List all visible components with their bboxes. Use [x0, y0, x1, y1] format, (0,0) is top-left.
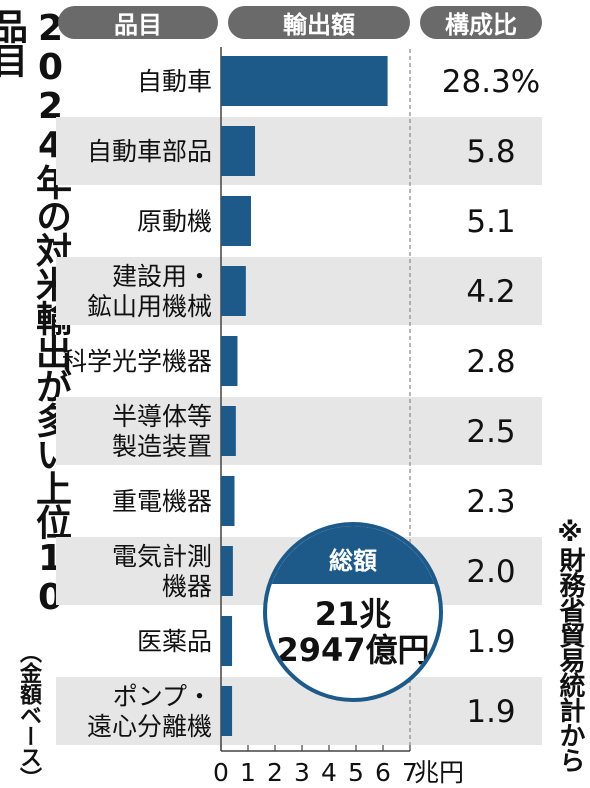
category-label: 科学光学機器 [62, 347, 212, 376]
bar [221, 476, 235, 526]
bar [221, 546, 233, 596]
share-value: 1.9 [466, 694, 515, 730]
x-tick-label: 5 [348, 758, 364, 786]
header-share: 構成比 [420, 6, 542, 39]
category-label: 原動機 [137, 207, 212, 236]
share-value: 5.1 [466, 204, 515, 240]
bar [221, 686, 233, 736]
x-tick-label: 1 [240, 758, 256, 786]
chart-subtitle: （金額ベース） [16, 641, 41, 788]
total-value-line2: 2947億円 [276, 631, 430, 669]
bar [221, 56, 388, 106]
share-value: 4.2 [466, 274, 515, 310]
total-value-line1: 21兆 [314, 595, 392, 633]
category-label: 自動車 [137, 67, 212, 96]
x-tick-label: 4 [321, 758, 337, 786]
bar [221, 126, 256, 176]
category-label: 医薬品 [137, 627, 212, 656]
x-tick-label: 2 [267, 758, 283, 786]
row-stripe [56, 677, 542, 745]
share-value: 1.9 [466, 624, 515, 660]
category-label: 重電機器 [112, 487, 212, 516]
bar [221, 406, 236, 456]
total-label: 総額 [267, 526, 439, 584]
header-item: 品目 [58, 6, 218, 39]
share-value: 28.3% [442, 64, 540, 100]
header-export: 輸出額 [228, 6, 410, 39]
bar [221, 616, 233, 666]
x-tick-label: 3 [294, 758, 310, 786]
category-label: 自動車部品 [87, 137, 212, 166]
category-label: 電気計測機器 [112, 542, 212, 601]
share-value: 2.8 [466, 344, 515, 380]
category-label: ポンプ・遠心分離機 [87, 682, 212, 741]
x-tick-label: 6 [375, 758, 391, 786]
x-unit-label: 兆円 [414, 758, 464, 786]
category-label: 半導体等製造装置 [112, 402, 212, 461]
row-stripe [56, 257, 542, 325]
x-tick-label: 7 [402, 758, 418, 786]
bar [221, 336, 238, 386]
share-value: 5.8 [466, 134, 515, 170]
category-label: 建設用・鉱山用機械 [87, 262, 212, 321]
source-note: ※財務省貿易統計から [555, 518, 585, 772]
bar [221, 196, 251, 246]
row-stripe [56, 117, 542, 185]
share-value: 2.5 [466, 414, 515, 450]
total-badge: 総額 21兆 2947億円 [263, 522, 443, 702]
share-value: 2.3 [466, 484, 515, 520]
bar [221, 266, 246, 316]
row-stripe [56, 397, 542, 465]
share-value: 2.0 [466, 554, 515, 590]
x-tick-label: 0 [213, 758, 229, 786]
